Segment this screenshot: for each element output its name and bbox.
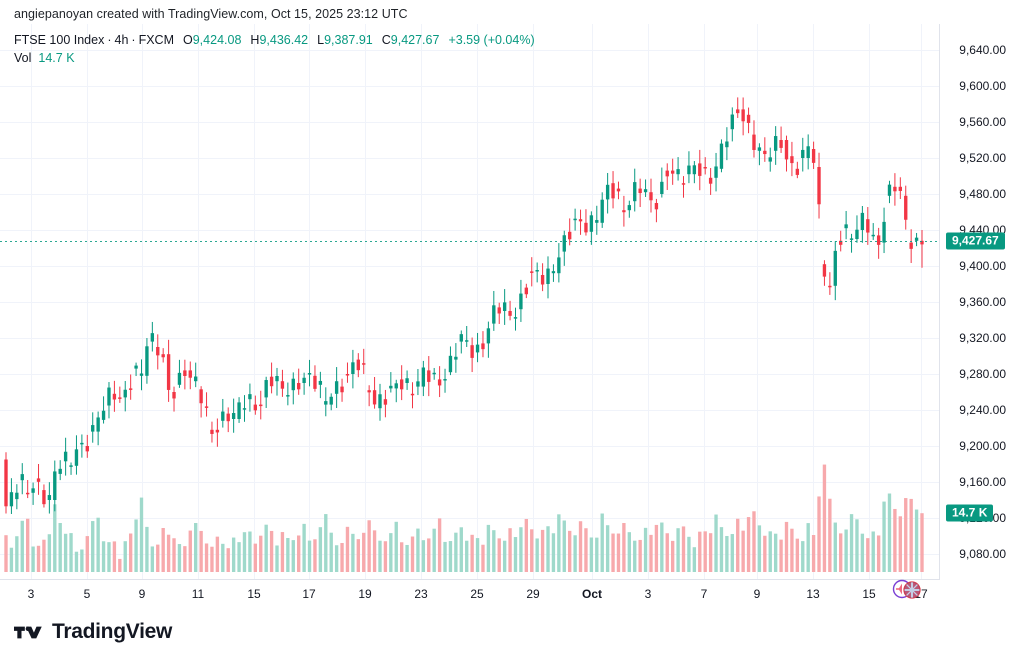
time-tick-label: 13 [806,587,820,601]
attribution-text: angiepanoyan created with TradingView.co… [14,7,408,21]
time-tick-label: 5 [83,587,91,601]
time-tick-label: 9 [753,587,761,601]
price-scale[interactable]: 9,640.00 9,600.00 9,560.00 9,520.00 9,480.00… [941,24,1024,581]
price-tick-label: 9,400.00 [959,259,1006,273]
time-tick-label: 3 [644,587,652,601]
time-scale[interactable]: 3 5 9 11 15 17 19 23 25 29 Oct 3 7 9 13 15 17 [0,581,940,608]
price-tick-label: 9,480.00 [959,187,1006,201]
time-tick-label: 25 [470,587,484,601]
price-tick-label: 9,160.00 [959,475,1006,489]
time-tick-label: 11 [191,587,205,601]
time-tick-label: 19 [358,587,372,601]
time-tick-label: 15 [862,587,876,601]
price-tick-label: 9,520.00 [959,151,1006,165]
tradingview-footer-logo: TradingView [14,620,172,644]
chart-frame: FTSE 100 Index · 4h · FXCM O9,424.08 H9,… [0,24,1024,608]
price-tick-label: 9,600.00 [959,79,1006,93]
price-tick-label: 9,560.00 [959,115,1006,129]
price-tick-label: 9,640.00 [959,43,1006,57]
uk-flag-event-marker-icon[interactable] [891,577,923,601]
time-tick-label: 17 [302,587,316,601]
time-tick-label: 29 [526,587,540,601]
tradingview-logo-icon [14,626,42,638]
price-tick-label: 9,360.00 [959,295,1006,309]
time-tick-label: 3 [27,587,35,601]
time-tick-label: 9 [138,587,146,601]
chart-gridlines [0,24,939,579]
price-tick-label: 9,200.00 [959,439,1006,453]
chart-plot-area[interactable] [0,24,940,580]
time-tick-label: 23 [414,587,428,601]
chart-series [0,97,939,572]
tradingview-wordmark: TradingView [52,620,173,643]
time-tick-label: 7 [700,587,708,601]
time-tick-label: 15 [247,587,261,601]
time-tick-label: Oct [581,587,603,601]
price-tick-label: 9,280.00 [959,367,1006,381]
current-volume-badge[interactable]: 14.7 K [946,504,994,522]
price-tick-label: 9,240.00 [959,403,1006,417]
price-tick-label: 9,320.00 [959,331,1006,345]
current-price-badge[interactable]: 9,427.67 [946,232,1005,250]
price-tick-label: 9,080.00 [959,547,1006,561]
